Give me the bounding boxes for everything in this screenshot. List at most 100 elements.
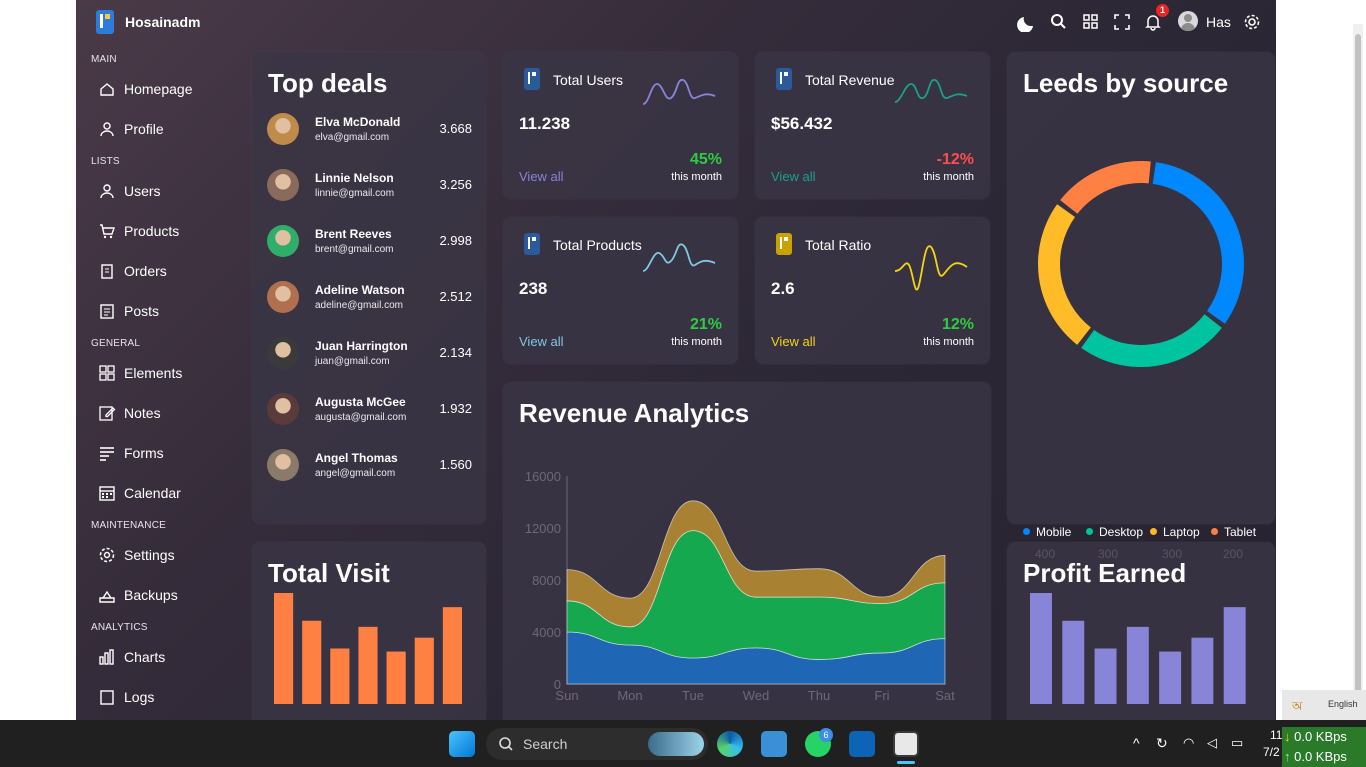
- sidebar-section-title: ANALYTICS: [91, 622, 148, 633]
- deal-row[interactable]: Brent Reeves brent@gmail.com 2.998: [267, 225, 472, 265]
- bar[interactable]: [302, 620, 322, 704]
- sidebar-item-notes[interactable]: Notes: [98, 401, 161, 425]
- sidebar-item-forms[interactable]: Forms: [98, 441, 164, 465]
- search-icon[interactable]: [1049, 12, 1069, 32]
- snipping-tool-icon[interactable]: [893, 731, 919, 757]
- stat-logo-icon: [776, 233, 792, 255]
- deal-name: Linnie Nelson: [315, 171, 394, 185]
- sidebar-item-label: Forms: [124, 445, 164, 461]
- deal-row[interactable]: Angel Thomas angel@gmail.com 1.560: [267, 449, 472, 489]
- sidebar-item-backups[interactable]: Backups: [98, 583, 178, 607]
- deal-row[interactable]: Juan Harrington juan@gmail.com 2.134: [267, 337, 472, 377]
- deal-amount: 2.512: [439, 289, 472, 304]
- fullscreen-icon[interactable]: [1112, 12, 1132, 32]
- bar[interactable]: [1030, 593, 1052, 704]
- gear-icon[interactable]: [1242, 12, 1262, 32]
- stat-title: Total Ratio: [805, 237, 872, 253]
- active-app-indicator: [897, 761, 915, 764]
- bar[interactable]: [330, 648, 350, 705]
- clock-date[interactable]: 7/2: [1263, 745, 1280, 759]
- bar[interactable]: [1191, 637, 1214, 704]
- stat-percent: 12%: [941, 316, 974, 333]
- avatar[interactable]: [1178, 11, 1198, 31]
- revenue-title: Revenue Analytics: [519, 398, 750, 428]
- deal-row[interactable]: Augusta McGee augusta@gmail.com 1.932: [267, 393, 472, 433]
- sidebar-item-elements[interactable]: Elements: [98, 361, 182, 385]
- sidebar-item-posts[interactable]: Posts: [98, 299, 159, 323]
- sidebar-item-logs[interactable]: Logs: [98, 685, 154, 709]
- y-tick-label: 8000: [532, 573, 561, 588]
- stat-percent: -12%: [936, 151, 974, 168]
- stat-card-total-ratio: Total Ratio 2.6 View all 12% this month: [755, 217, 990, 364]
- bar[interactable]: [386, 651, 406, 704]
- sidebar-item-profile[interactable]: Profile: [98, 117, 164, 141]
- scrollbar-thumb[interactable]: [1355, 34, 1361, 714]
- deal-email: brent@gmail.com: [315, 244, 394, 255]
- moon-icon[interactable]: [1016, 12, 1036, 33]
- stat-card-total-products: Total Products 238 View all 21% this month: [503, 217, 738, 364]
- pie-slice-tablet[interactable]: [1060, 161, 1151, 214]
- sparkline: [895, 79, 968, 103]
- bar[interactable]: [1159, 651, 1182, 704]
- user-name[interactable]: Has: [1206, 14, 1231, 30]
- sidebar-item-label: Charts: [124, 649, 166, 665]
- deal-avatar: [267, 393, 299, 425]
- battery-icon[interactable]: ▭: [1231, 735, 1244, 750]
- clock-time[interactable]: 11: [1270, 728, 1283, 742]
- y-tick-label: 0: [554, 677, 561, 692]
- sidebar-item-users[interactable]: Users: [98, 179, 161, 203]
- brand-name[interactable]: Hosainadm: [125, 14, 201, 30]
- bar[interactable]: [1062, 620, 1085, 704]
- legend-item-laptop: Laptop: [1150, 525, 1200, 539]
- deal-row[interactable]: Elva McDonald elva@gmail.com 3.668: [267, 113, 472, 153]
- bar[interactable]: [1094, 648, 1117, 705]
- pie-slice-mobile[interactable]: [1152, 162, 1244, 324]
- bar[interactable]: [414, 637, 434, 704]
- calendar-icon: [99, 486, 115, 501]
- leads-title: Leeds by source: [1023, 68, 1229, 98]
- area-series-2[interactable]: [566, 500, 946, 628]
- volume-icon[interactable]: ◁: [1207, 735, 1217, 750]
- sidebar-item-calendar[interactable]: Calendar: [98, 481, 181, 505]
- bar[interactable]: [1126, 626, 1149, 704]
- x-tick-label: Fri: [874, 688, 889, 703]
- sidebar-item-charts[interactable]: Charts: [98, 645, 165, 669]
- deal-email: linnie@gmail.com: [315, 188, 395, 199]
- sidebar-item-products[interactable]: Products: [98, 219, 179, 243]
- deal-row[interactable]: Adeline Watson adeline@gmail.com 2.512: [267, 281, 472, 321]
- stat-period: this month: [671, 336, 722, 348]
- sidebar-item-orders[interactable]: Orders: [98, 259, 167, 283]
- wifi-icon[interactable]: ◠: [1183, 735, 1195, 750]
- apps-icon[interactable]: [1081, 12, 1101, 32]
- view-all-link[interactable]: View all: [771, 334, 816, 349]
- deal-amount: 2.134: [439, 345, 472, 360]
- view-all-link[interactable]: View all: [771, 169, 816, 184]
- deal-name: Brent Reeves: [315, 227, 392, 241]
- pie-slice-desktop[interactable]: [1081, 314, 1222, 367]
- vscode-icon[interactable]: [849, 731, 875, 757]
- sidebar-item-settings[interactable]: Settings: [98, 543, 175, 567]
- language-indicator[interactable]: অ English: [1282, 690, 1366, 720]
- edge-browser-icon[interactable]: [717, 731, 743, 757]
- view-all-link[interactable]: View all: [519, 334, 564, 349]
- keyboard-icon: অ: [1292, 699, 1303, 713]
- bar[interactable]: [442, 607, 462, 704]
- photos-icon[interactable]: [761, 731, 787, 757]
- chevron-up-icon[interactable]: ^: [1133, 735, 1140, 751]
- deal-row[interactable]: Linnie Nelson linnie@gmail.com 3.256: [267, 169, 472, 209]
- logo-icon[interactable]: [96, 10, 114, 34]
- bell-icon[interactable]: [1143, 12, 1163, 32]
- bar[interactable]: [274, 593, 294, 704]
- page-scrollbar[interactable]: [1353, 24, 1363, 720]
- bar[interactable]: [1223, 607, 1246, 704]
- sidebar-item-homepage[interactable]: Homepage: [98, 77, 193, 101]
- bar[interactable]: [358, 626, 378, 704]
- view-all-link[interactable]: View all: [519, 169, 564, 184]
- stat-title: Total Revenue: [805, 72, 895, 88]
- form-icon: [100, 447, 114, 461]
- windows-start-icon[interactable]: [449, 731, 475, 757]
- pie-slice-laptop[interactable]: [1038, 204, 1091, 345]
- stat-value: 238: [519, 279, 548, 298]
- sidebar-section-title: GENERAL: [91, 338, 141, 349]
- sync-icon[interactable]: ↻: [1156, 735, 1168, 751]
